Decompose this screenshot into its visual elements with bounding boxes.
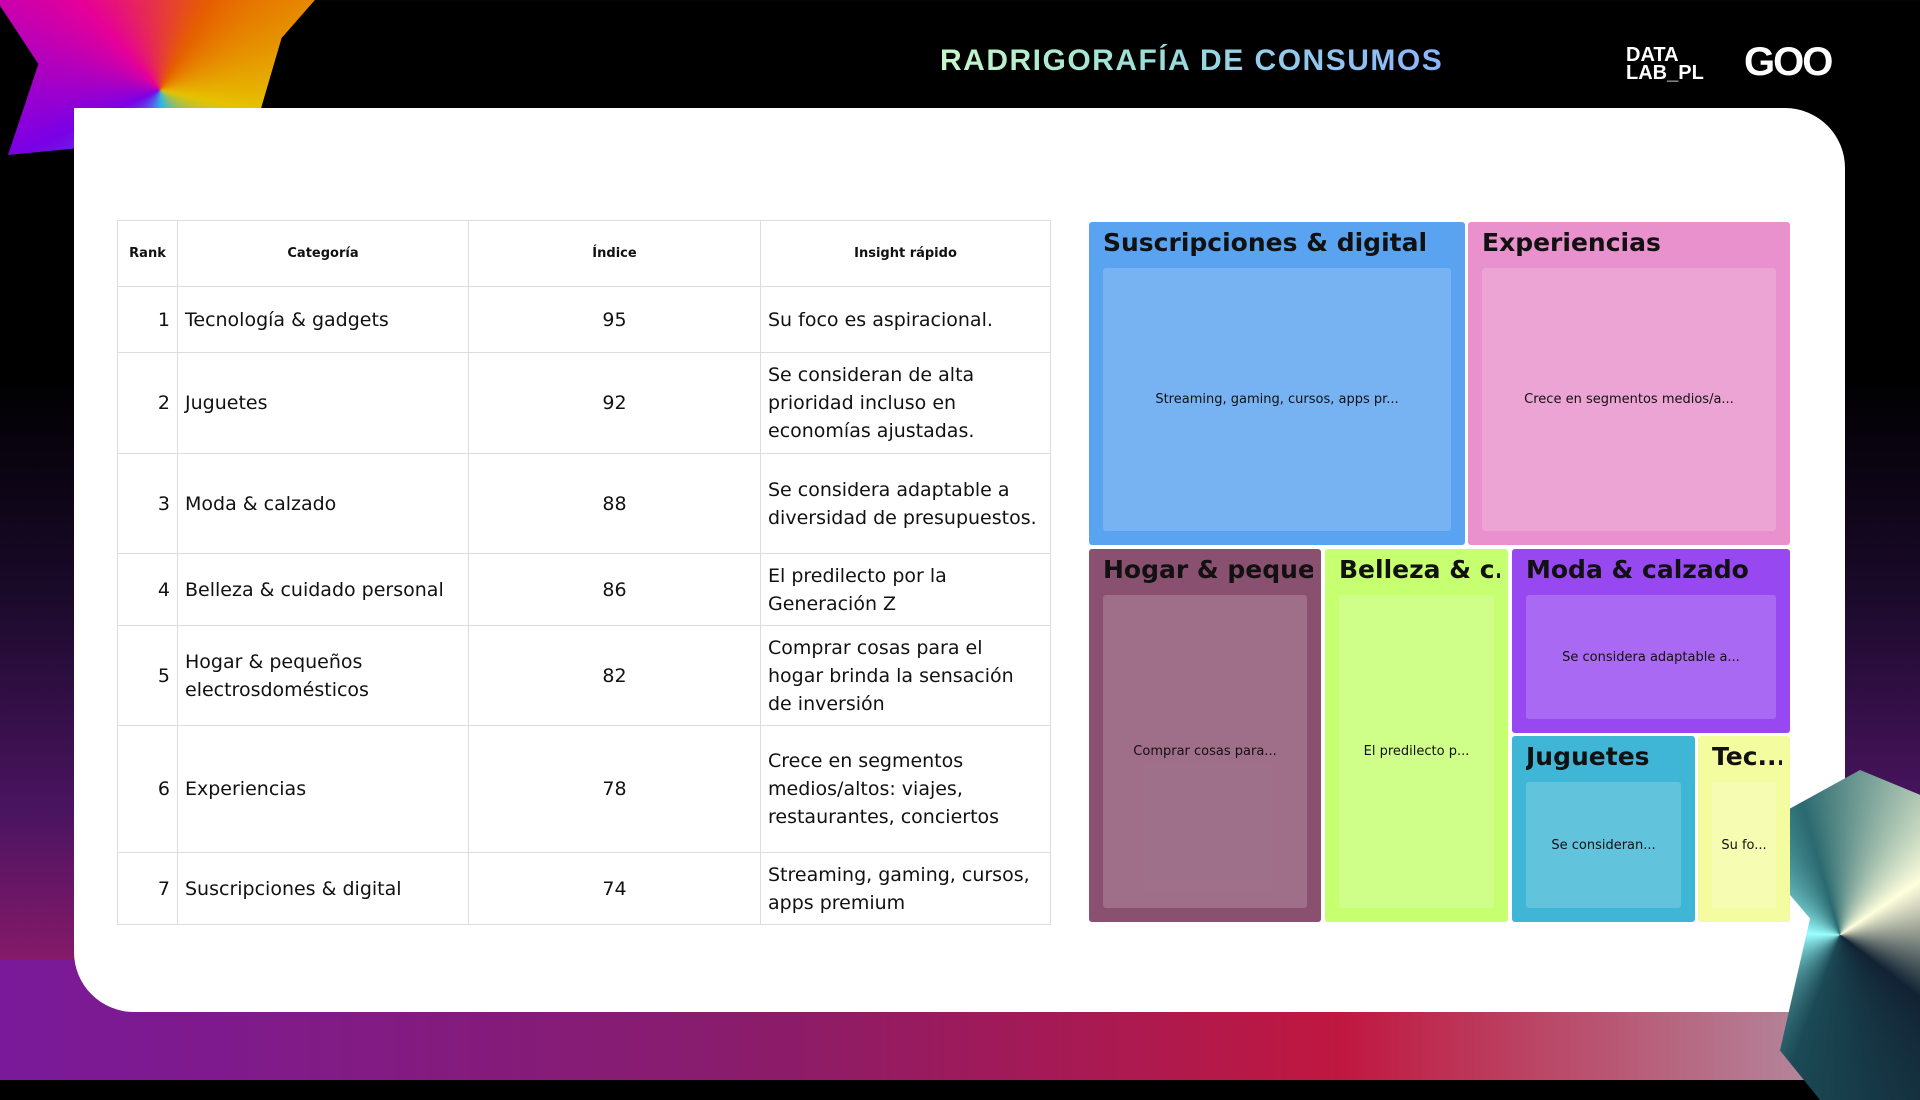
cell-category: Belleza & cuidado personal <box>177 553 469 626</box>
cell-category: Tecnología & gadgets <box>177 286 469 353</box>
treemap-tile[interactable]: Moda & calzado Se considera adaptable a..… <box>1512 549 1790 733</box>
cell-insight: Se consideran de alta prioridad incluso … <box>760 352 1051 454</box>
cell-index: 74 <box>468 852 761 925</box>
tile-label-text: El predilecto p... <box>1363 744 1470 759</box>
tile-label: Se consideran... <box>1526 782 1681 908</box>
tile-title: Belleza & c... <box>1339 555 1500 584</box>
cell-insight: Streaming, gaming, cursos, apps premium <box>760 852 1051 925</box>
table-row: 7 Suscripciones & digital 74 Streaming, gam… <box>117 852 1051 925</box>
cell-insight: Comprar cosas para el hogar brinda la se… <box>760 625 1051 726</box>
tile-title: Tec... <box>1712 742 1782 771</box>
cell-rank: 6 <box>117 725 178 853</box>
column-header-index: Índice <box>468 220 761 287</box>
table-row: 3 Moda & calzado 88 Se considera adaptable … <box>117 453 1051 554</box>
ranking-table: Rank Categoría Índice Insight rápido 1 Te… <box>117 220 1051 925</box>
cell-category: Moda & calzado <box>177 453 469 554</box>
treemap-tile[interactable]: Hogar & peque... Comprar cosas para... <box>1089 549 1321 922</box>
tile-label-text: Se consideran... <box>1551 837 1656 853</box>
tile-title: Experiencias <box>1482 228 1661 257</box>
treemap-tile[interactable]: Belleza & c... El predilecto p... <box>1325 549 1508 922</box>
tile-label: Su fo... <box>1712 782 1776 908</box>
tile-label: Comprar cosas para... <box>1103 595 1307 908</box>
table-row: 5 Hogar & pequeños electrosdomésticos 82 Co… <box>117 625 1051 726</box>
tile-title: Suscripciones & digital <box>1103 228 1428 257</box>
cell-rank: 4 <box>117 553 178 626</box>
tile-label-text: Streaming, gaming, cursos, apps pr... <box>1155 392 1399 407</box>
treemap-tile[interactable]: Tec... Su fo... <box>1698 736 1790 922</box>
table-header-row: Rank Categoría Índice Insight rápido <box>117 220 1051 287</box>
cell-rank: 1 <box>117 286 178 353</box>
goo-logo: GOO <box>1744 40 1833 84</box>
tile-label-text: Comprar cosas para... <box>1133 744 1277 759</box>
tile-label: Streaming, gaming, cursos, apps pr... <box>1103 268 1451 531</box>
column-header-rank: Rank <box>117 220 178 287</box>
cell-rank: 2 <box>117 352 178 454</box>
tile-label: Crece en segmentos medios/a... <box>1482 268 1776 531</box>
tile-label-text: Crece en segmentos medios/a... <box>1524 392 1734 407</box>
cell-index: 78 <box>468 725 761 853</box>
treemap-tile[interactable]: Juguetes Se consideran... <box>1512 736 1695 922</box>
table-row: 4 Belleza & cuidado personal 86 El predilec… <box>117 553 1051 626</box>
cell-category: Hogar & pequeños electrosdomésticos <box>177 625 469 726</box>
cell-rank: 3 <box>117 453 178 554</box>
cell-category: Juguetes <box>177 352 469 454</box>
cell-rank: 5 <box>117 625 178 726</box>
cell-index: 95 <box>468 286 761 353</box>
cell-index: 82 <box>468 625 761 726</box>
cell-insight: El predilecto por la Generación Z <box>760 553 1051 626</box>
tile-label: Se considera adaptable a... <box>1526 595 1776 719</box>
table-row: 2 Juguetes 92 Se consideran de alta priorid… <box>117 352 1051 454</box>
tile-title: Juguetes <box>1526 742 1650 771</box>
treemap-tile[interactable]: Suscripciones & digital Streaming, gaming… <box>1089 222 1465 545</box>
cell-rank: 7 <box>117 852 178 925</box>
column-header-category: Categoría <box>177 220 469 287</box>
cell-insight: Su foco es aspiracional. <box>760 286 1051 353</box>
datalab-logo: DATA LAB_PL <box>1626 44 1704 84</box>
tile-label-text: Su fo... <box>1721 837 1767 853</box>
page-title: RADRIGORAFÍA DE CONSUMOS <box>940 44 1444 77</box>
tile-title: Moda & calzado <box>1526 555 1749 584</box>
tile-label-text: Se considera adaptable a... <box>1562 649 1740 665</box>
cell-category: Suscripciones & digital <box>177 852 469 925</box>
cell-category: Experiencias <box>177 725 469 853</box>
tile-title: Hogar & peque... <box>1103 555 1313 584</box>
table-row: 6 Experiencias 78 Crece en segmentos medios… <box>117 725 1051 853</box>
cell-index: 86 <box>468 553 761 626</box>
cell-index: 88 <box>468 453 761 554</box>
table-row: 1 Tecnología & gadgets 95 Su foco es aspira… <box>117 286 1051 353</box>
cell-insight: Crece en segmentos medios/altos: viajes,… <box>760 725 1051 853</box>
tile-label: El predilecto p... <box>1339 595 1494 908</box>
column-header-insight: Insight rápido <box>760 220 1051 287</box>
treemap-tile[interactable]: Experiencias Crece en segmentos medios/a.… <box>1468 222 1790 545</box>
cell-insight: Se considera adaptable a diversidad de p… <box>760 453 1051 554</box>
cell-index: 92 <box>468 352 761 454</box>
